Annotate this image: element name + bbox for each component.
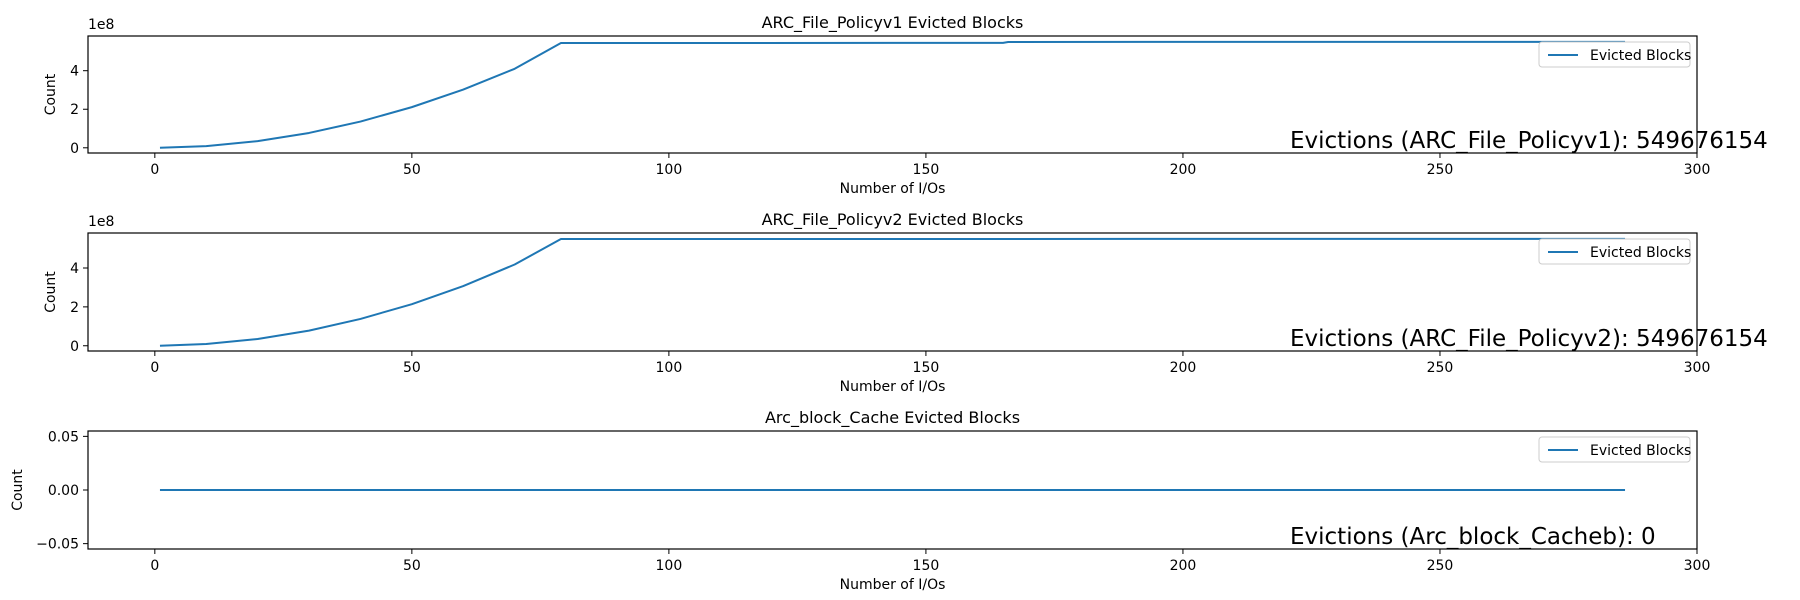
plot-frame bbox=[87, 35, 1698, 154]
chart-panel-2: ARC_File_Policyv2 Evicted Blocks 0 50 100 15… bbox=[43, 210, 1768, 395]
x-axis-label: Number of I/Os bbox=[840, 379, 946, 395]
x-tick-label: 150 bbox=[913, 558, 940, 574]
eviction-annotation: Evictions (ARC_File_Policyv2): 549676154 bbox=[1290, 326, 1768, 352]
legend-box bbox=[1538, 436, 1691, 463]
x-tick-label: 50 bbox=[403, 558, 421, 574]
legend-box bbox=[1538, 41, 1691, 68]
y-tick-label: 4 bbox=[70, 261, 79, 277]
legend-label: Evicted Blocks bbox=[1590, 443, 1691, 459]
x-tick-label: 50 bbox=[403, 162, 421, 178]
x-tick-label: 250 bbox=[1427, 360, 1454, 376]
legend-box bbox=[1538, 238, 1691, 265]
y-offset-label: 1e8 bbox=[88, 17, 114, 33]
x-tick-label: 150 bbox=[913, 162, 940, 178]
y-tick-label: −0.05 bbox=[36, 537, 79, 553]
y-axis-label: Count bbox=[10, 469, 26, 511]
legend: Evicted Blocks bbox=[1538, 41, 1691, 68]
x-tick-label: 100 bbox=[656, 162, 683, 178]
x-tick-label: 50 bbox=[403, 360, 421, 376]
y-tick-label: 2 bbox=[70, 102, 79, 118]
legend: Evicted Blocks bbox=[1538, 436, 1691, 463]
x-axis-label: Number of I/Os bbox=[840, 577, 946, 593]
x-tick-label: 200 bbox=[1170, 360, 1197, 376]
y-tick-label: 2 bbox=[70, 300, 79, 316]
x-tick-label: 0 bbox=[150, 360, 159, 376]
y-tick-label: 0.00 bbox=[48, 483, 79, 499]
x-tick-label: 0 bbox=[150, 162, 159, 178]
legend: Evicted Blocks bbox=[1538, 238, 1691, 265]
x-tick-label: 100 bbox=[656, 360, 683, 376]
x-tick-label: 0 bbox=[150, 558, 159, 574]
x-tick-label: 300 bbox=[1684, 360, 1711, 376]
chart-title: ARC_File_Policyv1 Evicted Blocks bbox=[762, 13, 1024, 33]
chart-title: ARC_File_Policyv2 Evicted Blocks bbox=[762, 210, 1024, 230]
y-axis-label: Count bbox=[43, 73, 59, 115]
plot-frame bbox=[87, 232, 1698, 352]
eviction-annotation: Evictions (ARC_File_Policyv1): 549676154 bbox=[1290, 128, 1768, 154]
y-tick-label: 0 bbox=[70, 339, 79, 355]
x-tick-label: 100 bbox=[656, 558, 683, 574]
x-tick-label: 150 bbox=[913, 360, 940, 376]
x-tick-label: 250 bbox=[1427, 162, 1454, 178]
x-tick-label: 300 bbox=[1684, 558, 1711, 574]
y-tick-label: 4 bbox=[70, 64, 79, 80]
y-offset-label: 1e8 bbox=[88, 214, 114, 230]
x-tick-label: 200 bbox=[1170, 558, 1197, 574]
eviction-annotation: Evictions (Arc_block_Cacheb): 0 bbox=[1290, 524, 1656, 550]
chart-panel-1: ARC_File_Policyv1 Evicted Blocks 0 50 100 15… bbox=[43, 13, 1768, 197]
y-tick-label: 0 bbox=[70, 141, 79, 157]
chart-panel-3: Arc_block_Cache Evicted Blocks 0 50 100 150 2… bbox=[10, 408, 1710, 593]
x-axis-label: Number of I/Os bbox=[840, 181, 946, 197]
series-line bbox=[159, 237, 1626, 347]
y-tick-label: 0.05 bbox=[48, 429, 79, 445]
x-tick-label: 250 bbox=[1427, 558, 1454, 574]
x-tick-label: 200 bbox=[1170, 162, 1197, 178]
legend-label: Evicted Blocks bbox=[1590, 245, 1691, 261]
legend-label: Evicted Blocks bbox=[1590, 48, 1691, 64]
chart-title: Arc_block_Cache Evicted Blocks bbox=[765, 408, 1020, 428]
y-axis-label: Count bbox=[43, 271, 59, 313]
x-tick-label: 300 bbox=[1684, 162, 1711, 178]
series-line bbox=[159, 40, 1626, 149]
